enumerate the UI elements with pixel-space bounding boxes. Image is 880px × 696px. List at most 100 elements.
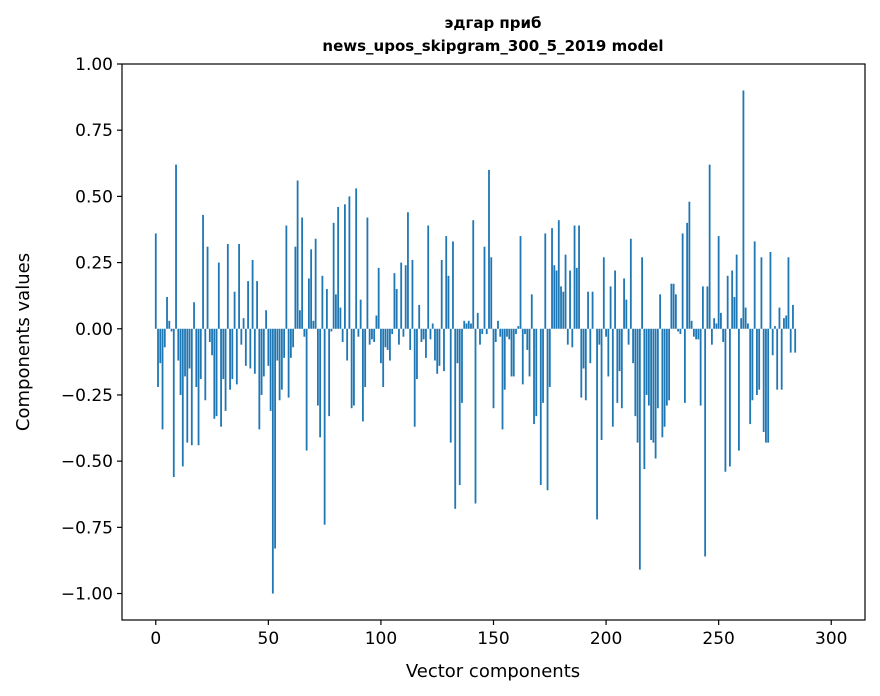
bar-55: [278, 328, 281, 401]
bar-0: [154, 233, 157, 329]
bar-193: [589, 328, 592, 364]
bar-227: [665, 328, 668, 406]
bar-60: [289, 328, 292, 358]
bar-173: [544, 233, 547, 329]
bar-250: [717, 236, 720, 329]
bar-157: [508, 328, 511, 340]
bar-168: [533, 328, 535, 425]
bar-207: [620, 328, 623, 409]
bar-150: [492, 328, 495, 409]
bar-33: [229, 328, 231, 390]
bar-57: [283, 328, 286, 358]
bar-237: [688, 201, 691, 329]
bar-158: [510, 328, 513, 377]
bar-77: [328, 328, 331, 417]
bar-135: [458, 328, 461, 485]
y-tick-label: −1.00: [61, 585, 113, 605]
bar-259: [738, 328, 740, 451]
bar-30: [222, 328, 225, 380]
bar-283: [792, 304, 794, 329]
bar-200: [605, 328, 607, 337]
bar-254: [726, 275, 729, 329]
bar-269: [760, 257, 763, 329]
bar-258: [735, 254, 738, 329]
bar-125: [436, 328, 439, 374]
bar-137: [463, 320, 466, 329]
bar-180: [560, 286, 562, 329]
x-axis-ticks: 0 50 100 150 200 250 300: [150, 620, 847, 649]
bar-19: [197, 328, 200, 446]
bar-93: [364, 328, 367, 388]
bar-155: [503, 328, 506, 390]
bar-112: [407, 212, 409, 329]
bar-41: [247, 281, 249, 329]
bar-70: [312, 320, 315, 329]
bar-71: [314, 238, 317, 329]
bar-85: [346, 328, 349, 361]
bar-43: [251, 259, 254, 329]
bar-62: [294, 246, 297, 329]
bar-242: [699, 328, 702, 406]
bar-106: [393, 273, 396, 329]
bar-152: [497, 320, 499, 329]
bar-229: [670, 283, 673, 329]
x-tick-label: 50: [258, 629, 280, 649]
y-tick-label: −0.25: [61, 386, 113, 406]
bar-17: [193, 302, 195, 329]
bar-233: [679, 328, 682, 335]
bar-84: [344, 204, 346, 329]
bar-231: [674, 294, 677, 329]
bar-275: [774, 326, 776, 329]
x-tick-label: 0: [150, 629, 161, 649]
bar-235: [683, 328, 686, 403]
bar-82: [339, 307, 342, 329]
bar-90: [357, 328, 360, 337]
bar-251: [720, 312, 722, 329]
bar-123: [431, 323, 434, 329]
bar-115: [413, 328, 416, 427]
bar-241: [697, 328, 700, 340]
bar-276: [776, 328, 779, 390]
bar-243: [701, 286, 704, 329]
bar-281: [787, 257, 790, 329]
bar-260: [740, 318, 743, 329]
bar-100: [380, 328, 382, 364]
bar-196: [596, 328, 598, 520]
bar-50: [267, 328, 270, 366]
bar-9: [175, 164, 177, 329]
bar-284: [794, 328, 797, 353]
bar-206: [618, 328, 621, 372]
bar-56: [280, 328, 283, 390]
y-tick-label: −0.50: [61, 452, 113, 472]
x-tick-label: 150: [477, 629, 509, 649]
bar-234: [681, 233, 684, 329]
bar-132: [452, 241, 454, 329]
bar-268: [758, 328, 761, 390]
bar-108: [398, 328, 400, 345]
bar-26: [213, 328, 216, 419]
bar-164: [524, 328, 526, 335]
x-axis-label: Vector components: [406, 661, 580, 682]
bar-78: [330, 328, 333, 332]
bar-222: [654, 328, 657, 459]
bar-253: [724, 328, 727, 472]
bar-101: [382, 328, 385, 388]
bar-147: [485, 328, 488, 335]
bar-58: [285, 225, 288, 329]
bar-74: [321, 275, 324, 329]
bar-29: [220, 328, 222, 427]
bar-203: [611, 328, 614, 427]
bar-161: [517, 326, 520, 329]
bar-129: [445, 236, 448, 329]
plot-frame: [121, 63, 866, 621]
bar-216: [641, 257, 643, 329]
bar-145: [481, 328, 484, 335]
bar-49: [265, 310, 267, 329]
bar-262: [744, 307, 747, 329]
bar-35: [233, 291, 236, 329]
bar-86: [348, 196, 351, 329]
bar-194: [591, 291, 594, 329]
bar-42: [249, 328, 252, 369]
bar-240: [695, 328, 698, 340]
bar-2: [159, 328, 162, 364]
